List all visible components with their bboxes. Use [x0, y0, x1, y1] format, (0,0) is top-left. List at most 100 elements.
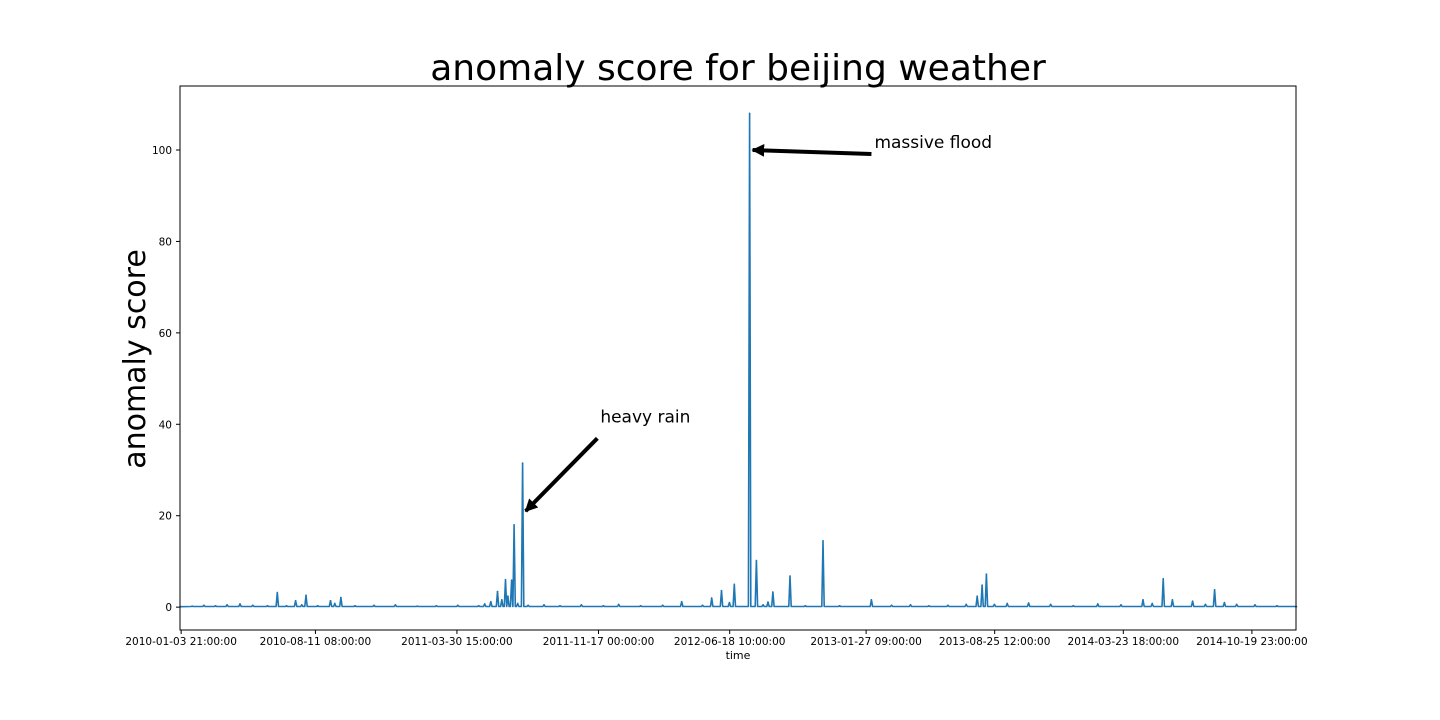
data-point: [720, 589, 723, 592]
data-point: [767, 601, 769, 603]
data-point: [928, 604, 930, 607]
data-point: [1171, 599, 1174, 601]
x-tick-label: 2010-01-03 21:00:00: [125, 636, 237, 648]
data-point: [340, 596, 342, 599]
data-point: [333, 602, 336, 605]
y-tick-label: 40: [159, 419, 172, 431]
data-point: [329, 599, 332, 602]
annotation-label: massive flood: [874, 133, 992, 153]
data-point: [602, 604, 605, 607]
data-point: [1096, 603, 1099, 605]
annotation-label: heavy rain: [600, 407, 690, 427]
data-point: [1204, 603, 1207, 606]
data-point: [993, 603, 996, 606]
x-axis-label: time: [726, 649, 751, 662]
data-point: [1142, 599, 1144, 601]
data-point: [1049, 603, 1052, 606]
x-tick-label: 2010-08-11 08:00:00: [260, 636, 372, 648]
data-point: [1151, 602, 1154, 605]
data-point: [965, 603, 968, 606]
x-tick-label: 2014-10-19 23:00:00: [1196, 636, 1308, 648]
data-point: [909, 604, 912, 606]
data-point: [733, 583, 736, 586]
data-point: [1254, 604, 1256, 606]
x-tick-label: 2011-03-30 15:00:00: [401, 636, 513, 648]
data-point: [701, 604, 704, 607]
data-point: [294, 599, 297, 602]
x-tick-label: 2013-01-27 09:00:00: [810, 636, 922, 648]
data-point: [1120, 604, 1122, 606]
plot-frame: [179, 85, 1297, 631]
data-point: [239, 603, 241, 605]
data-point: [1276, 604, 1278, 607]
data-point: [1162, 578, 1165, 580]
data-point: [976, 595, 979, 597]
data-point: [985, 573, 988, 576]
data-point: [804, 604, 807, 607]
data-point: [483, 603, 486, 605]
data-point: [300, 604, 303, 606]
y-tick-label: 0: [165, 602, 172, 614]
data-point: [214, 604, 217, 607]
x-tick-label: 2013-08-25 12:00:00: [939, 636, 1051, 648]
data-point: [354, 604, 356, 607]
data-point: [203, 604, 205, 607]
data-point: [710, 597, 713, 599]
y-axis-label: anomaly score: [118, 249, 153, 469]
x-tick-label: 2011-11-17 00:00:00: [543, 636, 655, 648]
data-point: [1191, 600, 1194, 602]
annotation-arrow: [524, 436, 599, 513]
series-line: [179, 112, 1298, 608]
y-tick-label: 60: [159, 328, 172, 340]
data-point: [543, 604, 545, 606]
data-point: [789, 575, 791, 577]
data-point: [266, 604, 269, 607]
data-point: [838, 604, 841, 607]
data-point: [504, 578, 507, 581]
data-point: [516, 602, 519, 605]
data-point: [510, 579, 513, 581]
data-point: [496, 590, 499, 593]
data-point: [456, 604, 459, 607]
data-point: [305, 594, 307, 597]
data-point: [639, 604, 642, 607]
data-point: [762, 604, 764, 606]
y-tick-label: 20: [159, 511, 172, 523]
data-point: [748, 112, 751, 115]
data-point: [1213, 588, 1216, 591]
data-point: [490, 600, 492, 603]
data-point: [1235, 603, 1238, 606]
data-point: [580, 604, 583, 606]
data-point: [617, 603, 620, 606]
annotation-arrow: [751, 143, 872, 157]
data-point: [285, 604, 288, 607]
x-tick-label: 2012-06-18 10:00:00: [674, 636, 786, 648]
data-point: [559, 604, 561, 607]
data-point: [316, 604, 319, 607]
data-point: [521, 462, 524, 464]
data-point: [226, 604, 228, 606]
data-point: [276, 591, 279, 594]
data-point: [527, 604, 529, 607]
data-point: [1027, 602, 1030, 604]
data-point: [477, 604, 480, 607]
x-tick-label: 2014-03-23 18:00:00: [1068, 636, 1180, 648]
data-point: [191, 605, 194, 608]
data-point: [947, 604, 949, 607]
data-point: [870, 599, 873, 601]
data-point: [416, 605, 419, 608]
data-point: [680, 600, 683, 603]
data-point: [252, 604, 254, 607]
data-point: [981, 584, 983, 586]
plot-marks: 0 20 40 60 80 100 2010-01-03 21:00:00 2010-08-1…: [125, 112, 1308, 648]
data-point: [507, 595, 509, 597]
data-point: [1072, 604, 1075, 607]
data-point: [394, 604, 397, 606]
data-point: [1006, 602, 1009, 605]
chart-title: anomaly score for beijing weather: [430, 48, 1046, 89]
y-tick-label: 100: [152, 145, 172, 157]
y-tick-label: 80: [159, 236, 172, 248]
data-point: [661, 604, 664, 607]
data-point: [822, 540, 824, 542]
